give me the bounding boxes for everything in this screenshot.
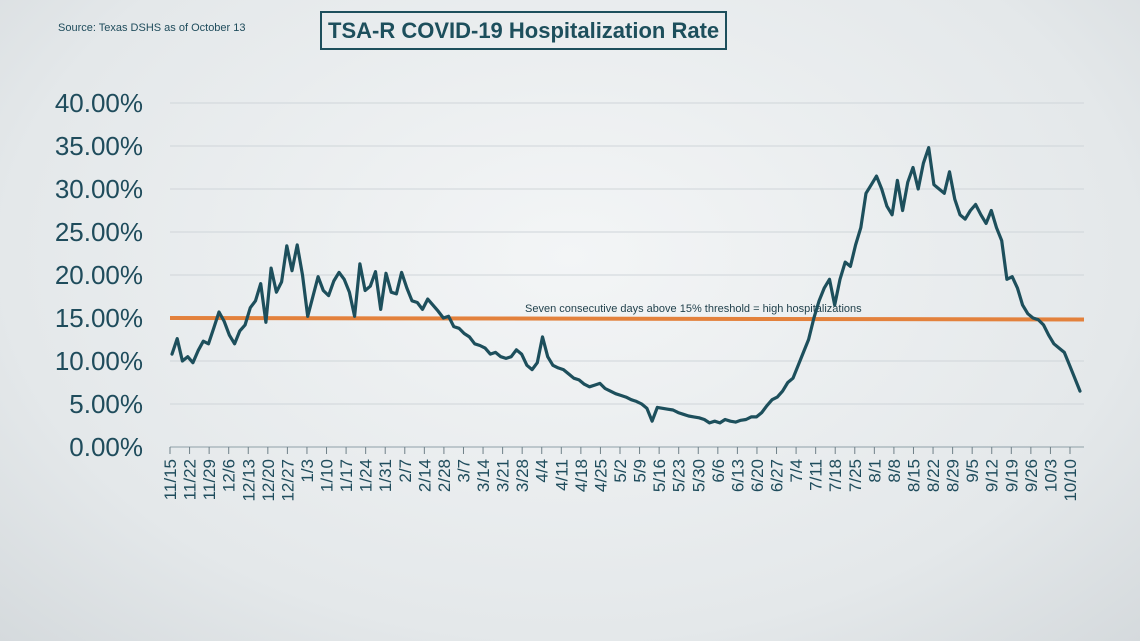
chart-title: TSA-R COVID-19 Hospitalization Rate bbox=[320, 11, 728, 50]
x-tick-label: 2/28 bbox=[435, 459, 454, 492]
x-tick-label: 4/25 bbox=[591, 459, 610, 492]
x-tick-label: 12/20 bbox=[259, 459, 278, 502]
y-tick-label: 25.00% bbox=[55, 217, 143, 247]
x-tick-label: 3/28 bbox=[513, 459, 532, 492]
x-tick-label: 4/18 bbox=[572, 459, 591, 492]
y-tick-label: 20.00% bbox=[55, 260, 143, 290]
x-tick-label: 7/25 bbox=[846, 459, 865, 492]
x-tick-label: 8/22 bbox=[924, 459, 943, 492]
y-tick-label: 10.00% bbox=[55, 346, 143, 376]
x-axis: 11/15 11/22 11/29 12/6 12/13 12/20 12/27 1/3 1/1… bbox=[161, 447, 1080, 502]
y-tick-label: 5.00% bbox=[69, 389, 143, 419]
x-tick-label: 6/20 bbox=[748, 459, 767, 492]
grid-lines bbox=[170, 102, 1084, 448]
x-tick-label: 5/16 bbox=[650, 459, 669, 492]
x-tick-label: 9/5 bbox=[963, 459, 982, 483]
x-tick-label: 11/29 bbox=[200, 459, 219, 500]
x-tick-label: 9/26 bbox=[1022, 459, 1041, 492]
threshold-annotation: Seven consecutive days above 15% thresho… bbox=[525, 303, 862, 315]
x-tick-label: 12/13 bbox=[239, 459, 258, 502]
y-axis: 0.00% 5.00% 10.00% 15.00% 20.00% 25.00% 30.00%… bbox=[55, 88, 143, 462]
threshold-line bbox=[169, 316, 1085, 322]
x-tick-label: 4/11 bbox=[552, 459, 571, 491]
x-tick-label: 2/7 bbox=[396, 459, 415, 483]
x-tick-label: 8/8 bbox=[885, 459, 904, 483]
series-line bbox=[170, 146, 1082, 425]
x-tick-label: 3/14 bbox=[474, 459, 493, 492]
x-tick-label: 3/7 bbox=[454, 459, 473, 483]
x-tick-label: 2/14 bbox=[415, 459, 434, 492]
x-tick-label: 5/9 bbox=[631, 459, 650, 483]
x-tick-label: 1/3 bbox=[298, 459, 317, 483]
y-tick-label: 30.00% bbox=[55, 174, 143, 204]
x-tick-label: 1/24 bbox=[357, 459, 376, 492]
x-tick-label: 6/13 bbox=[728, 459, 747, 492]
x-tick-label: 7/11 bbox=[807, 459, 826, 491]
y-tick-label: 15.00% bbox=[55, 303, 143, 333]
x-tick-label: 11/22 bbox=[181, 459, 200, 500]
x-tick-label: 5/23 bbox=[670, 459, 689, 492]
x-tick-label: 7/18 bbox=[826, 459, 845, 492]
x-tick-label: 1/31 bbox=[376, 459, 395, 492]
x-tick-label: 6/6 bbox=[709, 459, 728, 483]
series-group bbox=[170, 146, 1082, 425]
x-tick-label: 5/30 bbox=[689, 459, 708, 492]
x-tick-label: 7/4 bbox=[787, 459, 806, 483]
x-tick-label: 12/6 bbox=[220, 459, 239, 492]
x-tick-label: 9/19 bbox=[1002, 459, 1021, 492]
x-tick-label: 8/15 bbox=[904, 459, 923, 492]
x-tick-label: 5/2 bbox=[611, 459, 630, 483]
y-tick-label: 40.00% bbox=[55, 88, 143, 118]
threshold-line-group: Seven consecutive days above 15% thresho… bbox=[169, 303, 1085, 322]
x-tick-label: 11/15 bbox=[161, 459, 180, 500]
x-tick-label: 6/27 bbox=[768, 459, 787, 492]
x-tick-label: 3/21 bbox=[494, 459, 513, 492]
x-tick-label: 1/10 bbox=[318, 459, 337, 492]
x-tick-label: 8/29 bbox=[944, 459, 963, 492]
y-tick-label: 0.00% bbox=[69, 432, 143, 462]
source-note: Source: Texas DSHS as of October 13 bbox=[58, 22, 246, 34]
x-tick-label: 8/1 bbox=[865, 459, 884, 483]
x-tick-label: 9/12 bbox=[983, 459, 1002, 492]
x-tick-label: 12/27 bbox=[278, 459, 297, 502]
y-tick-label: 35.00% bbox=[55, 131, 143, 161]
x-tick-label: 4/4 bbox=[533, 459, 552, 483]
x-tick-label: 1/17 bbox=[337, 459, 356, 492]
x-tick-label: 10/10 bbox=[1061, 459, 1080, 502]
x-tick-label: 10/3 bbox=[1041, 459, 1060, 492]
